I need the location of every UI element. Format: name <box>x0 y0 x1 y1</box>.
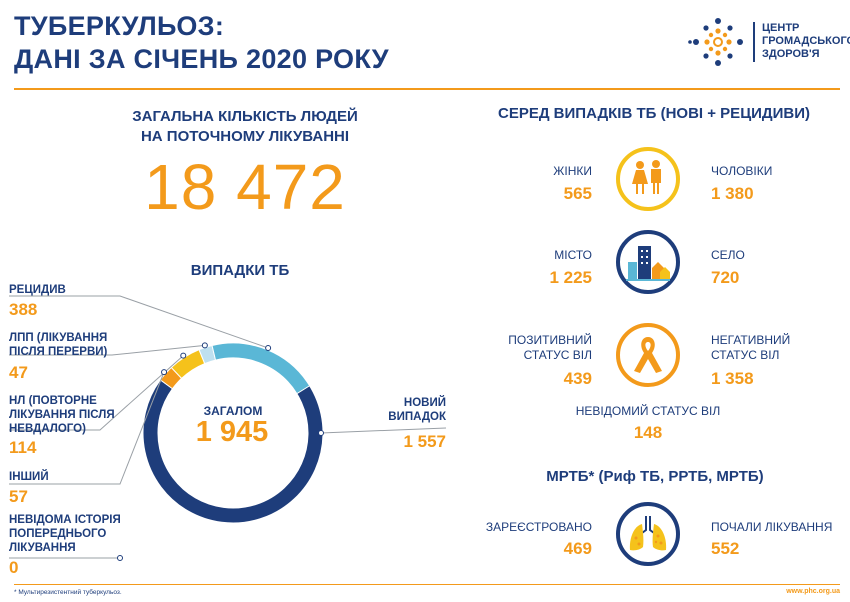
donut-slice-relapse <box>211 342 311 395</box>
hiv-positive-label-line-1: ПОЗИТИВНИЙ <box>508 333 592 347</box>
label-nl-line-2: ЛІКУВАННЯ ПІСЛЯ <box>9 409 115 421</box>
label-other: ІНШИЙ <box>9 471 49 483</box>
value-unknown: 0 <box>9 558 19 577</box>
leader-lpp-dot <box>201 342 208 349</box>
label-new-line-1: НОВИЙ <box>403 397 446 409</box>
total-heading-line-2: НА ПОТОЧНОМУ ЛІКУВАННІ <box>140 128 350 145</box>
hiv-positive-label-line-2: СТАТУС ВІЛ <box>523 348 592 362</box>
men-value: 1 380 <box>711 184 754 203</box>
leader-unknown-dot <box>117 555 123 561</box>
footer-divider <box>14 584 840 585</box>
place-ring <box>616 230 680 294</box>
total-heading: ЗАГАЛЬНА КІЛЬКІСТЬ ЛЮДЕЙ НА ПОТОЧНОМУ ЛІ… <box>80 107 410 147</box>
page-title: ТУБЕРКУЛЬОЗ: ДАНІ ЗА СІЧЕНЬ 2020 РОКУ <box>14 10 389 76</box>
leader-relapse <box>9 295 269 349</box>
people-icon <box>632 160 661 194</box>
tb-cases-donut-chart <box>9 295 447 561</box>
value-new: 1 557 <box>403 432 446 451</box>
label-new: НОВИЙ ВИПАДОК <box>380 396 446 424</box>
logo-text: ЦЕНТР ГРОМАДСЬКОГО ЗДОРОВ'Я <box>762 22 850 61</box>
footer-url[interactable]: www.phc.org.ua <box>786 588 840 595</box>
lungs-icon <box>629 516 667 551</box>
awareness-ribbon-icon <box>634 337 662 373</box>
mdr-heading: МРТБ* (Риф ТБ, РРТБ, МРТБ) <box>546 468 764 485</box>
hiv-positive-value: 439 <box>563 369 592 388</box>
logo-divider <box>753 22 755 62</box>
value-lpp: 47 <box>9 363 28 382</box>
city-label: МІСТО <box>554 248 592 262</box>
logo-line-2: ГРОМАДСЬКОГО <box>762 35 850 47</box>
women-value: 565 <box>563 184 592 203</box>
women-label: ЖІНКИ <box>553 164 592 178</box>
chart-title: ВИПАДКИ ТБ <box>190 262 290 279</box>
mdr-registered-value: 469 <box>563 539 592 558</box>
title-line-2: ДАНІ ЗА СІЧЕНЬ 2020 РОКУ <box>14 44 389 74</box>
phc-logo-icon <box>688 18 743 66</box>
title-line-1: ТУБЕРКУЛЬОЗ: <box>14 11 225 41</box>
leader-lpp <box>9 344 205 356</box>
hiv-negative-label-line-1: НЕГАТИВНИЙ <box>711 333 791 347</box>
mdr-started-label: ПОЧАЛИ ЛІКУВАННЯ <box>711 520 833 534</box>
mdr-ring <box>616 502 680 566</box>
cases-heading: СЕРЕД ВИПАДКІВ ТБ (НОВІ + РЕЦИДИВИ) <box>497 105 811 122</box>
hiv-unknown-label: НЕВІДОМИЙ СТАТУС ВІЛ <box>575 404 721 418</box>
label-nl: НЛ (ПОВТОРНЕ ЛІКУВАННЯ ПІСЛЯ НЕВДАЛОГО) <box>9 394 115 436</box>
donut-slice-new <box>142 346 324 524</box>
leader-new <box>320 427 447 434</box>
village-value: 720 <box>711 268 740 287</box>
label-unknown-line-2: ПОПЕРЕДНЬОГО <box>9 528 107 540</box>
hiv-unknown-value: 148 <box>633 423 663 442</box>
hiv-negative-label: НЕГАТИВНИЙ СТАТУС ВІЛ <box>711 333 790 363</box>
leader-new-dot <box>318 430 324 436</box>
hiv-negative-label-line-2: СТАТУС ВІЛ <box>711 348 780 362</box>
men-label: ЧОЛОВІКИ <box>711 164 773 178</box>
mdr-registered-label: ЗАРЕЄСТРОВАНО <box>485 520 592 534</box>
leader-relapse-dot <box>265 344 272 351</box>
value-nl: 114 <box>9 438 37 457</box>
label-new-line-2: ВИПАДОК <box>388 411 446 423</box>
label-relapse: РЕЦИДИВ <box>9 284 66 296</box>
label-nl-line-3: НЕВДАЛОГО) <box>9 423 86 435</box>
hiv-positive-label: ПОЗИТИВНИЙ СТАТУС ВІЛ <box>490 333 592 363</box>
gender-ring <box>616 147 680 211</box>
donut-center-label: ЗАГАЛОМ <box>203 404 263 418</box>
total-heading-line-1: ЗАГАЛЬНА КІЛЬКІСТЬ ЛЮДЕЙ <box>132 108 358 125</box>
mdr-started-value: 552 <box>711 539 740 558</box>
header-divider <box>14 88 840 90</box>
label-unknown: НЕВІДОМА ІСТОРІЯ ПОПЕРЕДНЬОГО ЛІКУВАННЯ <box>9 513 121 555</box>
leader-nl-dot <box>180 352 187 359</box>
label-lpp-line-2: ПІСЛЯ ПЕРЕРВИ) <box>9 346 108 358</box>
logo-line-1: ЦЕНТР <box>762 22 800 34</box>
label-lpp: ЛПП (ЛІКУВАННЯ ПІСЛЯ ПЕРЕРВИ) <box>9 331 107 359</box>
city-village-icon <box>626 246 670 281</box>
label-nl-line-1: НЛ (ПОВТОРНЕ <box>9 395 97 407</box>
hiv-negative-value: 1 358 <box>711 369 754 388</box>
donut-center-value: 1 945 <box>195 416 269 448</box>
leader-nl <box>9 355 184 431</box>
village-label: СЕЛО <box>711 248 745 262</box>
logo-line-3: ЗДОРОВ'Я <box>762 48 820 60</box>
value-other: 57 <box>9 487 28 506</box>
leader-other-dot <box>161 369 168 376</box>
city-value: 1 225 <box>549 268 592 287</box>
label-unknown-line-3: ЛІКУВАННЯ <box>9 542 76 554</box>
leader-other <box>9 371 165 485</box>
hiv-ring <box>616 323 680 387</box>
footnote: * Мультирезистентний туберкульоз. <box>14 589 122 596</box>
label-lpp-line-1: ЛПП (ЛІКУВАННЯ <box>9 332 108 344</box>
value-relapse: 388 <box>9 300 38 319</box>
total-value: 18 472 <box>144 151 346 223</box>
label-unknown-line-1: НЕВІДОМА ІСТОРІЯ <box>9 514 121 526</box>
